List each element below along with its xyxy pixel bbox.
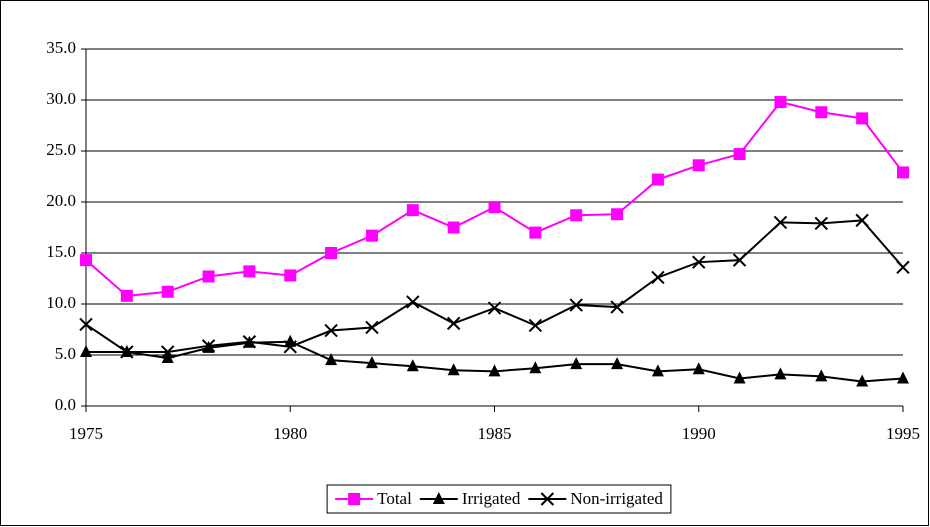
x-tick-label: 1975 <box>69 424 103 443</box>
marker <box>487 301 502 315</box>
y-tick-label: 15.0 <box>46 242 76 261</box>
marker <box>814 216 829 231</box>
marker <box>79 317 93 332</box>
marker <box>120 289 133 302</box>
marker <box>529 226 542 239</box>
marker <box>733 148 746 161</box>
marker <box>325 353 338 366</box>
y-tick-label: 10.0 <box>46 293 76 312</box>
marker <box>406 359 419 372</box>
marker <box>80 254 92 267</box>
marker <box>856 112 869 125</box>
marker <box>651 270 665 285</box>
marker <box>774 96 787 109</box>
marker <box>488 201 501 214</box>
marker <box>528 318 543 333</box>
x-tick-label: 1995 <box>886 424 920 443</box>
legend-box <box>326 484 672 514</box>
marker <box>815 106 828 119</box>
marker <box>432 492 445 504</box>
marker <box>120 345 134 359</box>
y-tick-label: 25.0 <box>46 140 76 159</box>
marker <box>160 345 175 359</box>
marker <box>540 492 555 506</box>
marker <box>570 357 583 370</box>
marker <box>692 362 705 375</box>
x-tick-label: 1980 <box>273 424 307 443</box>
marker <box>325 247 338 259</box>
marker <box>651 364 664 377</box>
marker <box>406 204 419 217</box>
marker <box>161 285 174 298</box>
marker <box>570 209 583 222</box>
marker <box>447 363 460 376</box>
y-tick-label: 20.0 <box>46 191 76 210</box>
marker <box>242 335 257 349</box>
marker <box>365 356 378 369</box>
marker <box>692 159 705 172</box>
marker <box>733 371 746 384</box>
marker <box>201 339 216 353</box>
x-tick-label: 1985 <box>478 424 512 443</box>
marker <box>897 166 909 179</box>
marker <box>324 323 338 338</box>
marker <box>897 371 909 384</box>
marker <box>243 265 256 278</box>
y-tick-label: 0.0 <box>55 395 76 414</box>
y-tick-label: 35.0 <box>46 38 76 57</box>
marker <box>855 213 869 228</box>
marker <box>202 270 215 283</box>
marker <box>896 260 910 274</box>
marker <box>283 340 297 354</box>
legend-label: Non-irrigated <box>570 489 663 508</box>
marker <box>732 253 747 267</box>
marker <box>651 173 664 186</box>
marker <box>692 255 706 269</box>
marker <box>365 320 379 335</box>
marker <box>529 361 542 374</box>
marker <box>610 300 624 314</box>
marker <box>611 208 624 221</box>
y-tick-label: 30.0 <box>46 89 76 108</box>
marker <box>365 229 378 242</box>
marker <box>161 351 174 364</box>
marker <box>446 316 461 331</box>
marker <box>348 493 361 505</box>
legend-label: Irrigated <box>462 489 521 508</box>
marker <box>569 298 583 312</box>
marker <box>815 369 828 382</box>
marker <box>773 215 788 230</box>
marker <box>611 357 624 370</box>
y-tick-label: 5.0 <box>55 344 76 363</box>
marker <box>447 221 460 234</box>
x-tick-label: 1990 <box>682 424 716 443</box>
marker <box>406 295 420 309</box>
marker <box>488 364 501 377</box>
legend-label: Total <box>377 489 412 508</box>
marker <box>856 374 869 387</box>
marker <box>284 269 297 282</box>
marker <box>80 344 92 357</box>
marker <box>774 367 787 380</box>
